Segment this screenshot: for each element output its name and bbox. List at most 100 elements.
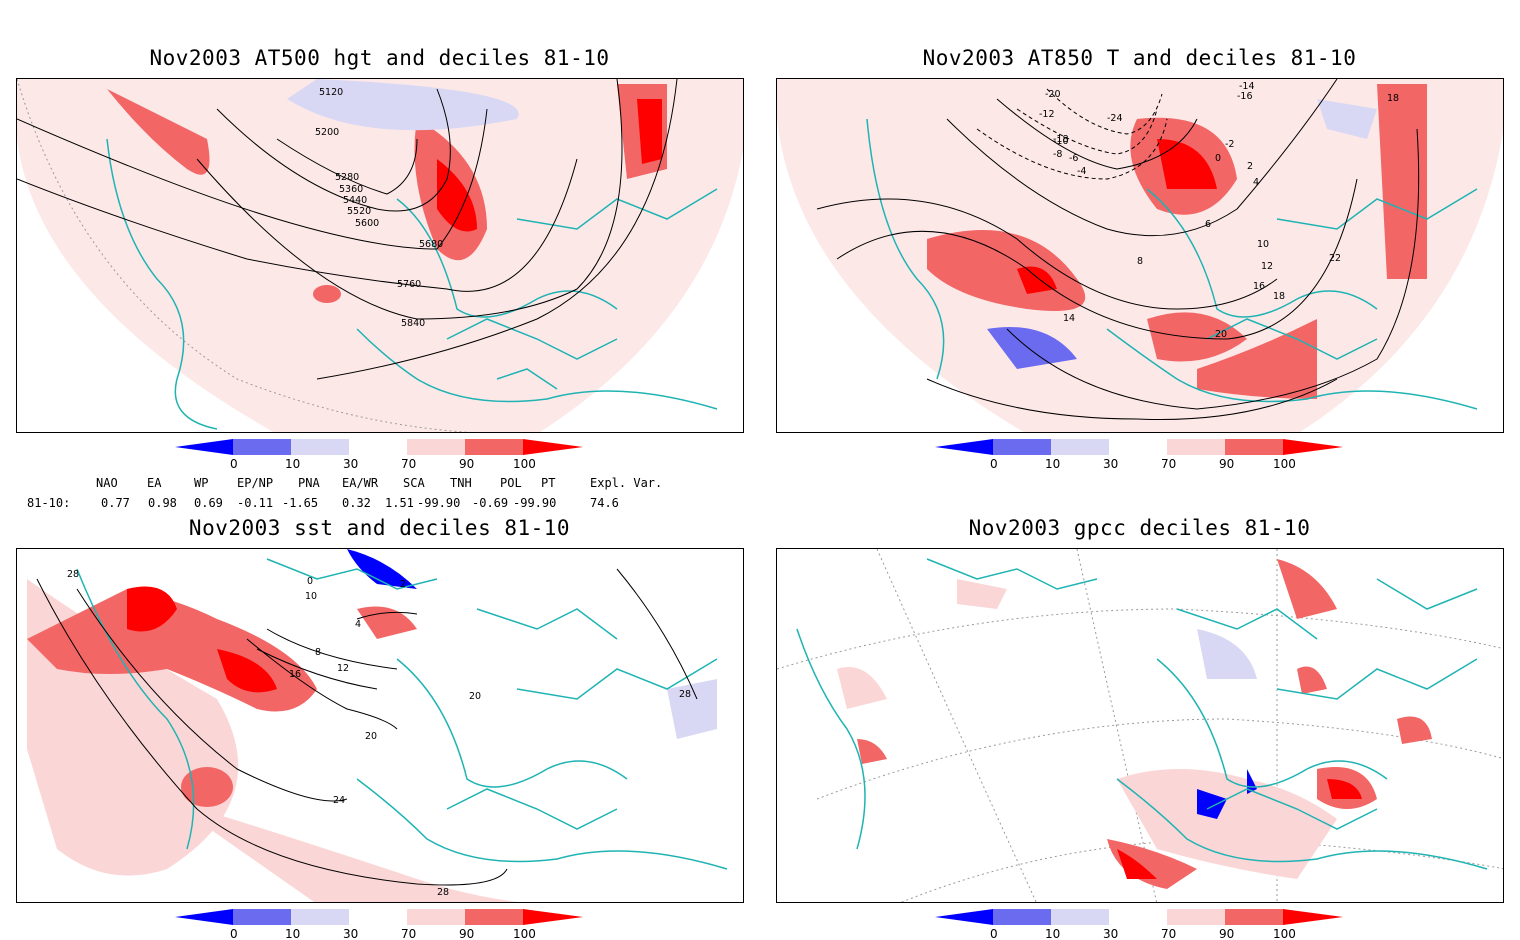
map-panel-sst: 28 24 20 16 12 8 4 2 0 10 20 28 28	[16, 548, 744, 903]
contour-label: -18	[1053, 134, 1069, 145]
contour-label: -24	[1107, 113, 1123, 124]
colorbar-segment-mid	[1109, 439, 1167, 455]
colorbar-tick: 10	[285, 927, 300, 939]
map-t850: -20 -18 -16 -14 -12 -10 -8 -6 -4 -2 0 2 …	[777, 79, 1503, 432]
index-row-label: 81-10:	[27, 496, 71, 510]
panel-title-sst: Nov2003 sst and deciles 81-10	[188, 516, 571, 540]
colorbar-segment-10	[233, 439, 291, 455]
map-sst: 28 24 20 16 12 8 4 2 0 10 20 28 28	[17, 549, 743, 902]
colorbar-tick: 100	[1273, 927, 1296, 939]
colorbar-segment-0-10-low	[935, 439, 993, 455]
contour-label: 4	[1253, 177, 1259, 188]
contour-label: 5600	[355, 218, 379, 229]
contour-label: 12	[337, 663, 349, 674]
contour-label: 0	[1215, 153, 1221, 164]
contour-label: 16	[1253, 281, 1265, 292]
colorbar-segment-30	[291, 439, 349, 455]
colorbar-bottom-right: 0 10 30 70 90 100	[935, 909, 1343, 939]
map-hgt500: 5120 5200 5280 5360 5440 5520 5600 5680 …	[17, 79, 743, 432]
colorbar-tick: 30	[343, 457, 358, 469]
colorbar-segment-30	[291, 909, 349, 925]
contour-label: -8	[1053, 149, 1062, 160]
colorbar-segment-0-10-low	[175, 909, 233, 925]
index-header: EA/WR	[342, 476, 379, 490]
contour-label: -2	[1225, 139, 1234, 150]
contour-label: 12	[1261, 261, 1273, 272]
index-value: 1.51	[385, 496, 414, 510]
contour-label: 5840	[401, 318, 425, 329]
panel-title-hgt500: Nov2003 AT500 hgt and deciles 81-10	[149, 46, 610, 70]
colorbar-tick: 0	[230, 927, 238, 939]
contour-label: 8	[315, 647, 321, 658]
contour-label: 10	[305, 591, 317, 602]
contour-label: -14	[1239, 81, 1255, 92]
colorbar-segment-90	[1225, 909, 1283, 925]
colorbar-segment-70	[407, 439, 465, 455]
colorbar-tick: 100	[513, 457, 536, 469]
colorbar-tick: 0	[230, 457, 238, 469]
colorbar-segment-0-10-low	[175, 439, 233, 455]
index-value: 0.77	[101, 496, 130, 510]
index-value: -1.65	[282, 496, 319, 510]
contour-label: 14	[1063, 313, 1075, 324]
contour-label: 20	[365, 731, 377, 742]
colorbar-segment-10	[233, 909, 291, 925]
colorbar-tick: 30	[1103, 457, 1118, 469]
colorbar-tick: 90	[1219, 457, 1234, 469]
contour-label: 5200	[315, 127, 339, 138]
colorbar-segment-mid	[1109, 909, 1167, 925]
index-header: EA	[147, 476, 162, 490]
contour-label: 28	[67, 569, 79, 580]
index-value: -99.90	[417, 496, 461, 510]
colorbar-segment-100	[1283, 909, 1343, 925]
index-header: POL	[500, 476, 522, 490]
colorbar-segment-90	[1225, 439, 1283, 455]
contour-label: 5120	[319, 87, 343, 98]
colorbar-tick: 30	[343, 927, 358, 939]
index-header: TNH	[450, 476, 472, 490]
map-panel-t850: -20 -18 -16 -14 -12 -10 -8 -6 -4 -2 0 2 …	[776, 78, 1504, 433]
contour-label: 8	[1137, 256, 1143, 267]
colorbar-segment-100	[523, 909, 583, 925]
index-value: 0.98	[148, 496, 177, 510]
index-header: SCA	[403, 476, 425, 490]
colorbar-tick: 30	[1103, 927, 1118, 939]
colorbar-segment-70	[1167, 909, 1225, 925]
index-header: Expl. Var.	[590, 476, 663, 490]
contour-label: 5680	[419, 239, 443, 250]
contour-label: -4	[1077, 166, 1086, 177]
colorbar-segment-0-10-low	[935, 909, 993, 925]
colorbar-tick: 90	[459, 927, 474, 939]
colorbar-tick: 0	[990, 457, 998, 469]
index-header: NAO	[96, 476, 118, 490]
index-value: -0.11	[237, 496, 274, 510]
colorbar-top-right: 0 10 30 70 90 100	[935, 439, 1343, 469]
contour-label: -12	[1039, 109, 1055, 120]
colorbar-segment-mid	[349, 439, 407, 455]
contour-label: 18	[1387, 93, 1399, 104]
colorbar-tick: 70	[1161, 927, 1176, 939]
index-value: -99.90	[513, 496, 557, 510]
map-gpcc	[777, 549, 1503, 902]
contour-label: 28	[437, 887, 449, 898]
colorbar-segment-100	[523, 439, 583, 455]
index-header: PNA	[298, 476, 320, 490]
contour-label: 5520	[347, 206, 371, 217]
colorbar-tick: 70	[401, 927, 416, 939]
colorbar-tick: 0	[990, 927, 998, 939]
colorbar-tick: 100	[1273, 457, 1296, 469]
contour-label: 2	[1247, 161, 1253, 172]
colorbar-segment-70	[407, 909, 465, 925]
contour-label: 5760	[397, 279, 421, 290]
index-value: -0.69	[472, 496, 509, 510]
colorbar-tick: 100	[513, 927, 536, 939]
index-value: 0.69	[194, 496, 223, 510]
colorbar-segment-30	[1051, 439, 1109, 455]
index-header: WP	[194, 476, 209, 490]
colorbar-tick: 70	[1161, 457, 1176, 469]
colorbar-segment-70	[1167, 439, 1225, 455]
colorbar-segment-100	[1283, 439, 1343, 455]
map-panel-hgt500: 5120 5200 5280 5360 5440 5520 5600 5680 …	[16, 78, 744, 433]
contour-label: -10	[1053, 136, 1069, 147]
contour-label: -20	[1045, 89, 1061, 100]
